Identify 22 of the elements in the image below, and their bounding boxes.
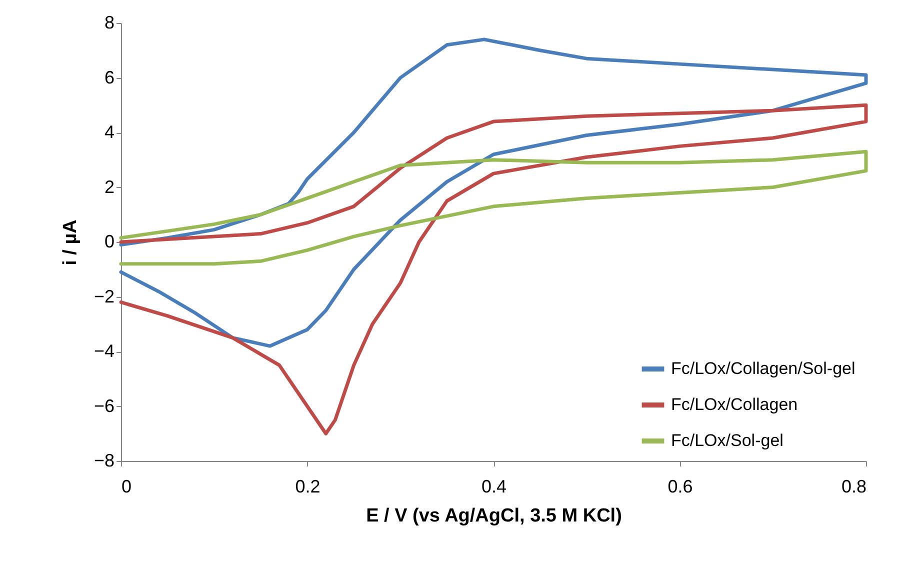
x-tick-label: 0.2 <box>295 476 320 496</box>
x-tick-label: 0.6 <box>668 476 693 496</box>
y-tick-label: 0 <box>104 232 114 252</box>
x-axis-title: E / V (vs Ag/AgCl, 3.5 M KCl) <box>366 506 622 526</box>
legend-label: Fc/LOx/Sol-gel <box>671 431 784 450</box>
x-tick-label: 0.8 <box>841 476 866 496</box>
y-tick-label: 2 <box>104 176 114 197</box>
y-tick-label: 4 <box>104 122 114 142</box>
legend-label: Fc/LOx/Collagen <box>671 395 798 414</box>
line-series <box>119 103 868 436</box>
x-tick-label: 0.4 <box>481 476 507 496</box>
y-tick-label: −8 <box>94 450 114 470</box>
line-series <box>119 38 868 348</box>
legend-label: Fc/LOx/Collagen/Sol-gel <box>671 359 856 378</box>
x-tick-label: 0 <box>122 476 132 496</box>
line-series <box>119 150 868 266</box>
y-tick-label: −4 <box>94 341 114 361</box>
y-tick-label: −2 <box>94 286 114 306</box>
y-tick-label: 8 <box>104 12 114 32</box>
y-tick-label: −6 <box>94 396 114 416</box>
y-tick-label: 6 <box>104 67 114 88</box>
y-axis-title: i / µA <box>60 219 81 266</box>
